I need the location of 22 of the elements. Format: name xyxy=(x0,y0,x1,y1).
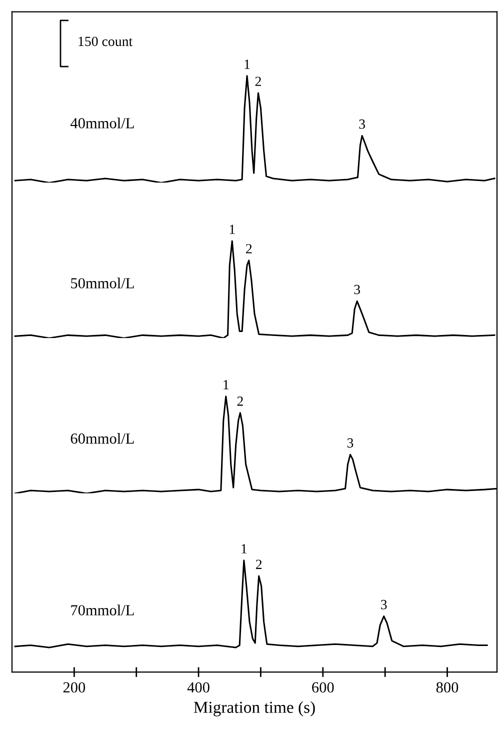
annotation: 2 xyxy=(255,76,261,86)
annotation: 1 xyxy=(224,380,229,390)
x-tick-label: 600 xyxy=(312,682,334,693)
annotation: 3 xyxy=(347,438,354,448)
text: 50mmol/L xyxy=(71,278,134,288)
text: 40mmol/L xyxy=(70,118,134,128)
annotation: 2 xyxy=(246,244,252,254)
annotation: 3 xyxy=(359,119,365,129)
annotation: 3 xyxy=(381,600,387,610)
x-tick-label: 400 xyxy=(187,682,210,693)
annotation: 2 xyxy=(237,396,243,406)
text: 150 count xyxy=(78,36,133,46)
annotation: 1 xyxy=(242,544,247,554)
annotation: 3 xyxy=(354,284,360,294)
x-tick-label: 800 xyxy=(436,682,458,693)
annotation: 1 xyxy=(244,60,250,69)
series-label: 70mmol/L xyxy=(71,604,134,616)
annotation: 1 xyxy=(230,224,235,234)
annotation: 2 xyxy=(256,560,262,569)
x-axis-title: Migration time (s) xyxy=(194,701,315,716)
text: 60mmol/L xyxy=(70,432,134,444)
x-tick-label: 200 xyxy=(63,682,86,693)
